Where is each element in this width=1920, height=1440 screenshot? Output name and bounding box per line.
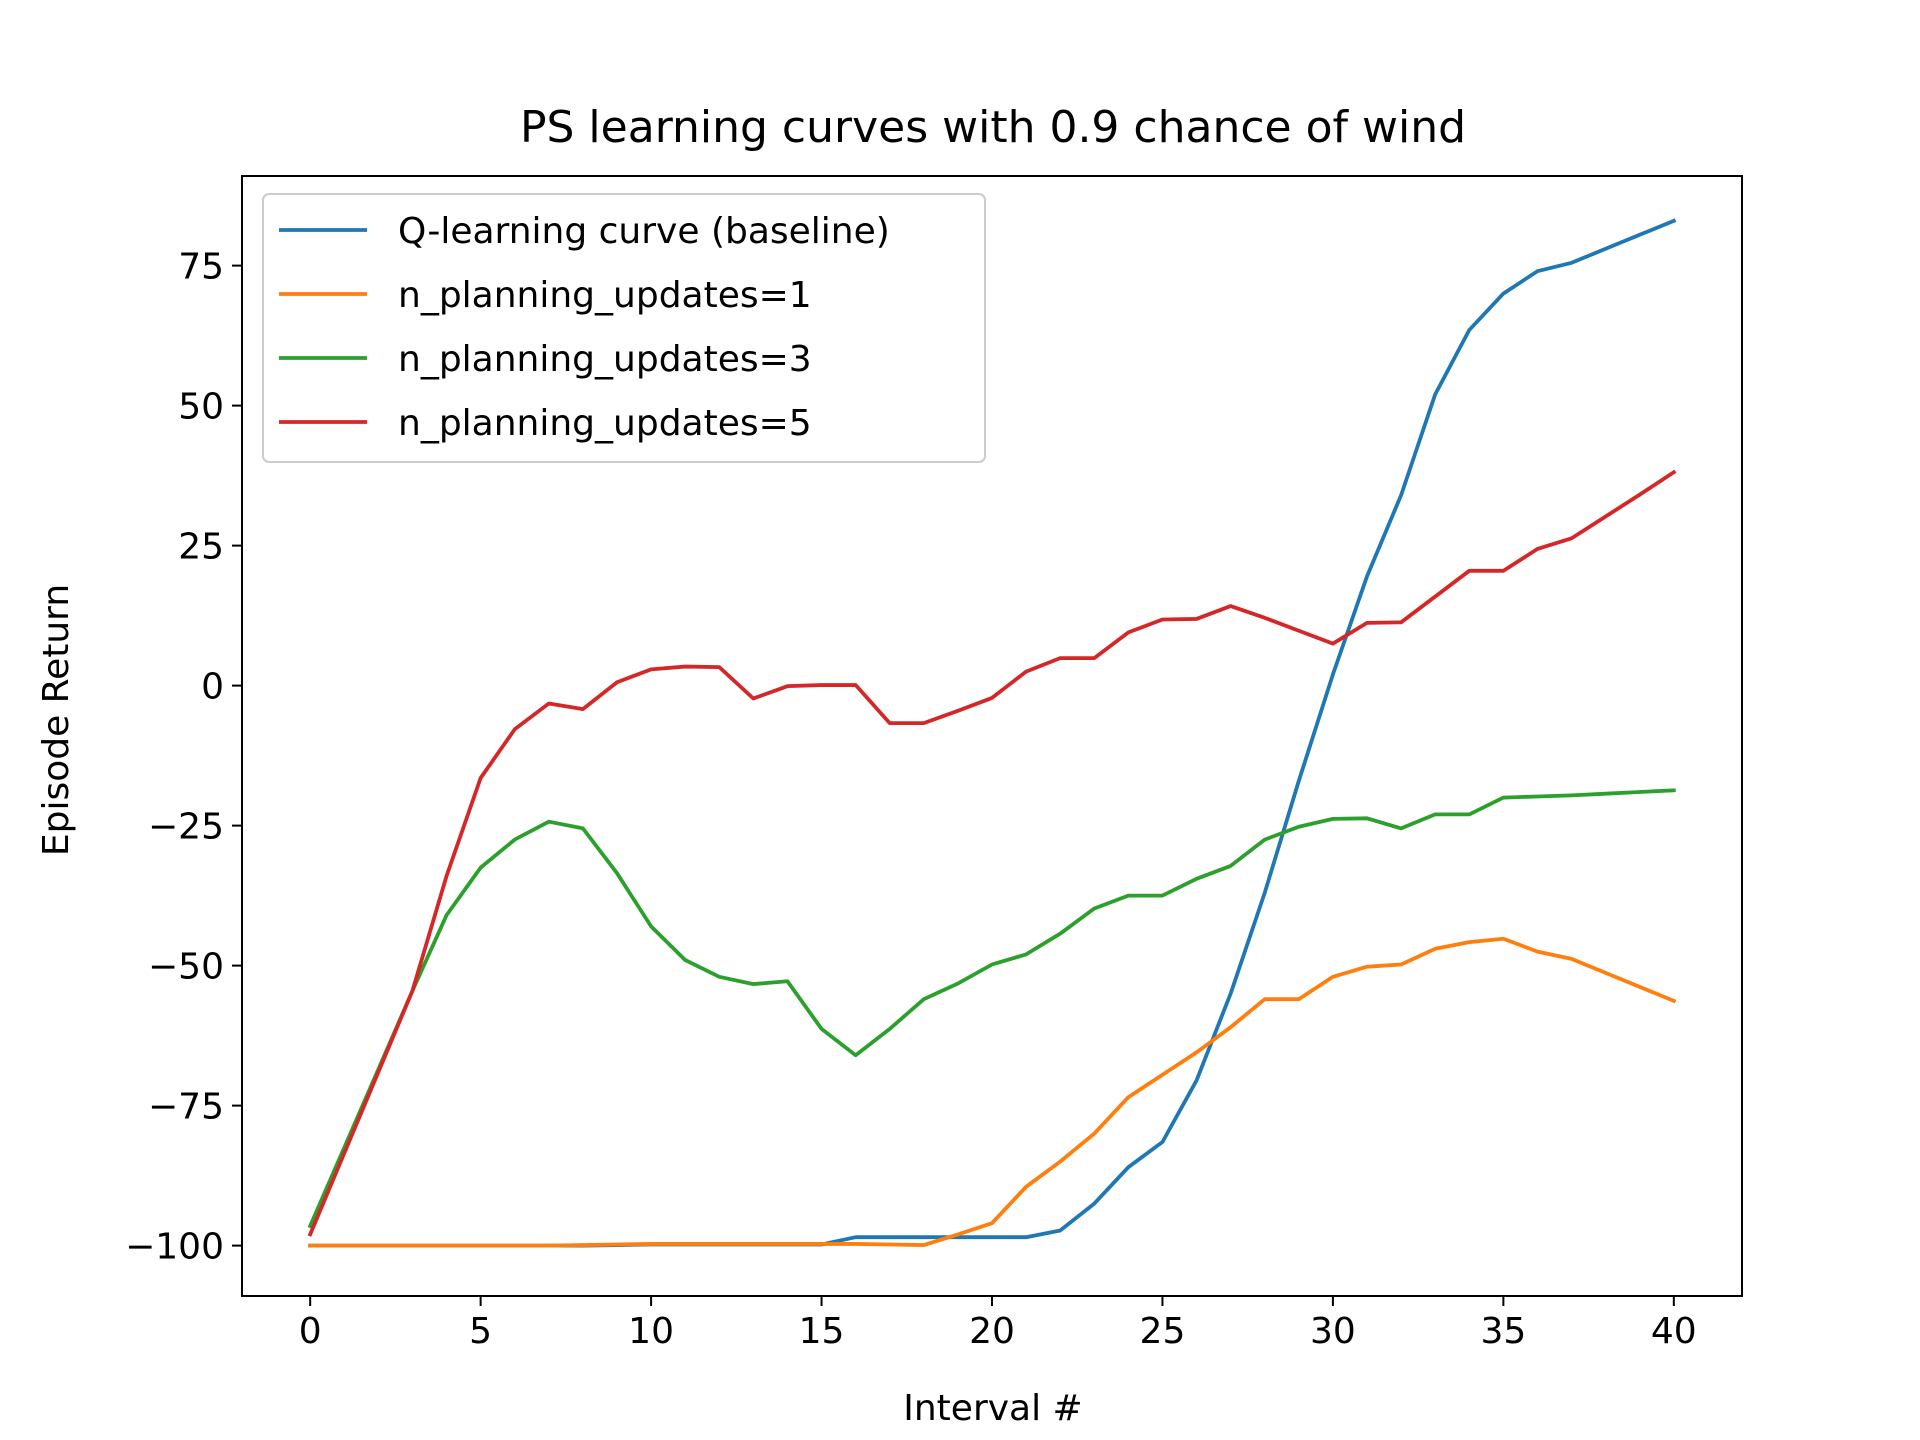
legend-label: n_planning_updates=3 [398, 339, 812, 380]
axes-layer: 0 5 10 15 20 25 30 35 40 −100 −75 −50 −25 0 25 50 75 [125, 175, 1743, 1352]
y-tick-label: 75 [178, 247, 224, 288]
legend-box [262, 193, 986, 463]
series-line-1 [308, 936, 1677, 1248]
y-tick-label: −25 [148, 807, 224, 848]
y-tick-label: 50 [178, 387, 224, 428]
x-tick-label: 15 [799, 1311, 845, 1352]
y-axis-label: Episode Return [36, 584, 77, 856]
plot-layer [307, 218, 1677, 1248]
x-tick-label: 30 [1310, 1311, 1356, 1352]
x-axis-label: Interval # [903, 1388, 1082, 1429]
y-tick-label: 25 [178, 527, 224, 568]
legend: Q-learning curve (baseline) n_planning_up… [262, 193, 986, 463]
x-tick-label: 25 [1140, 1311, 1186, 1352]
x-tick-label: 10 [628, 1311, 674, 1352]
y-tick-label: −75 [148, 1087, 224, 1128]
legend-label: Q-learning curve (baseline) [398, 211, 890, 252]
x-tick-label: 5 [469, 1311, 492, 1352]
x-tick-label: 0 [299, 1311, 322, 1352]
y-tick-label: −100 [125, 1227, 224, 1268]
x-tick-label: 40 [1651, 1311, 1697, 1352]
legend-label: n_planning_updates=5 [398, 403, 812, 444]
y-tick-label: 0 [201, 667, 224, 708]
y-tick-label: −50 [148, 947, 224, 988]
legend-label: n_planning_updates=1 [398, 275, 812, 316]
chart-title: PS learning curves with 0.9 chance of wi… [520, 102, 1466, 153]
series-line-2 [307, 788, 1676, 1229]
x-tick-label: 20 [969, 1311, 1015, 1352]
x-tick-label: 35 [1480, 1311, 1526, 1352]
series-line-3 [307, 469, 1677, 1237]
